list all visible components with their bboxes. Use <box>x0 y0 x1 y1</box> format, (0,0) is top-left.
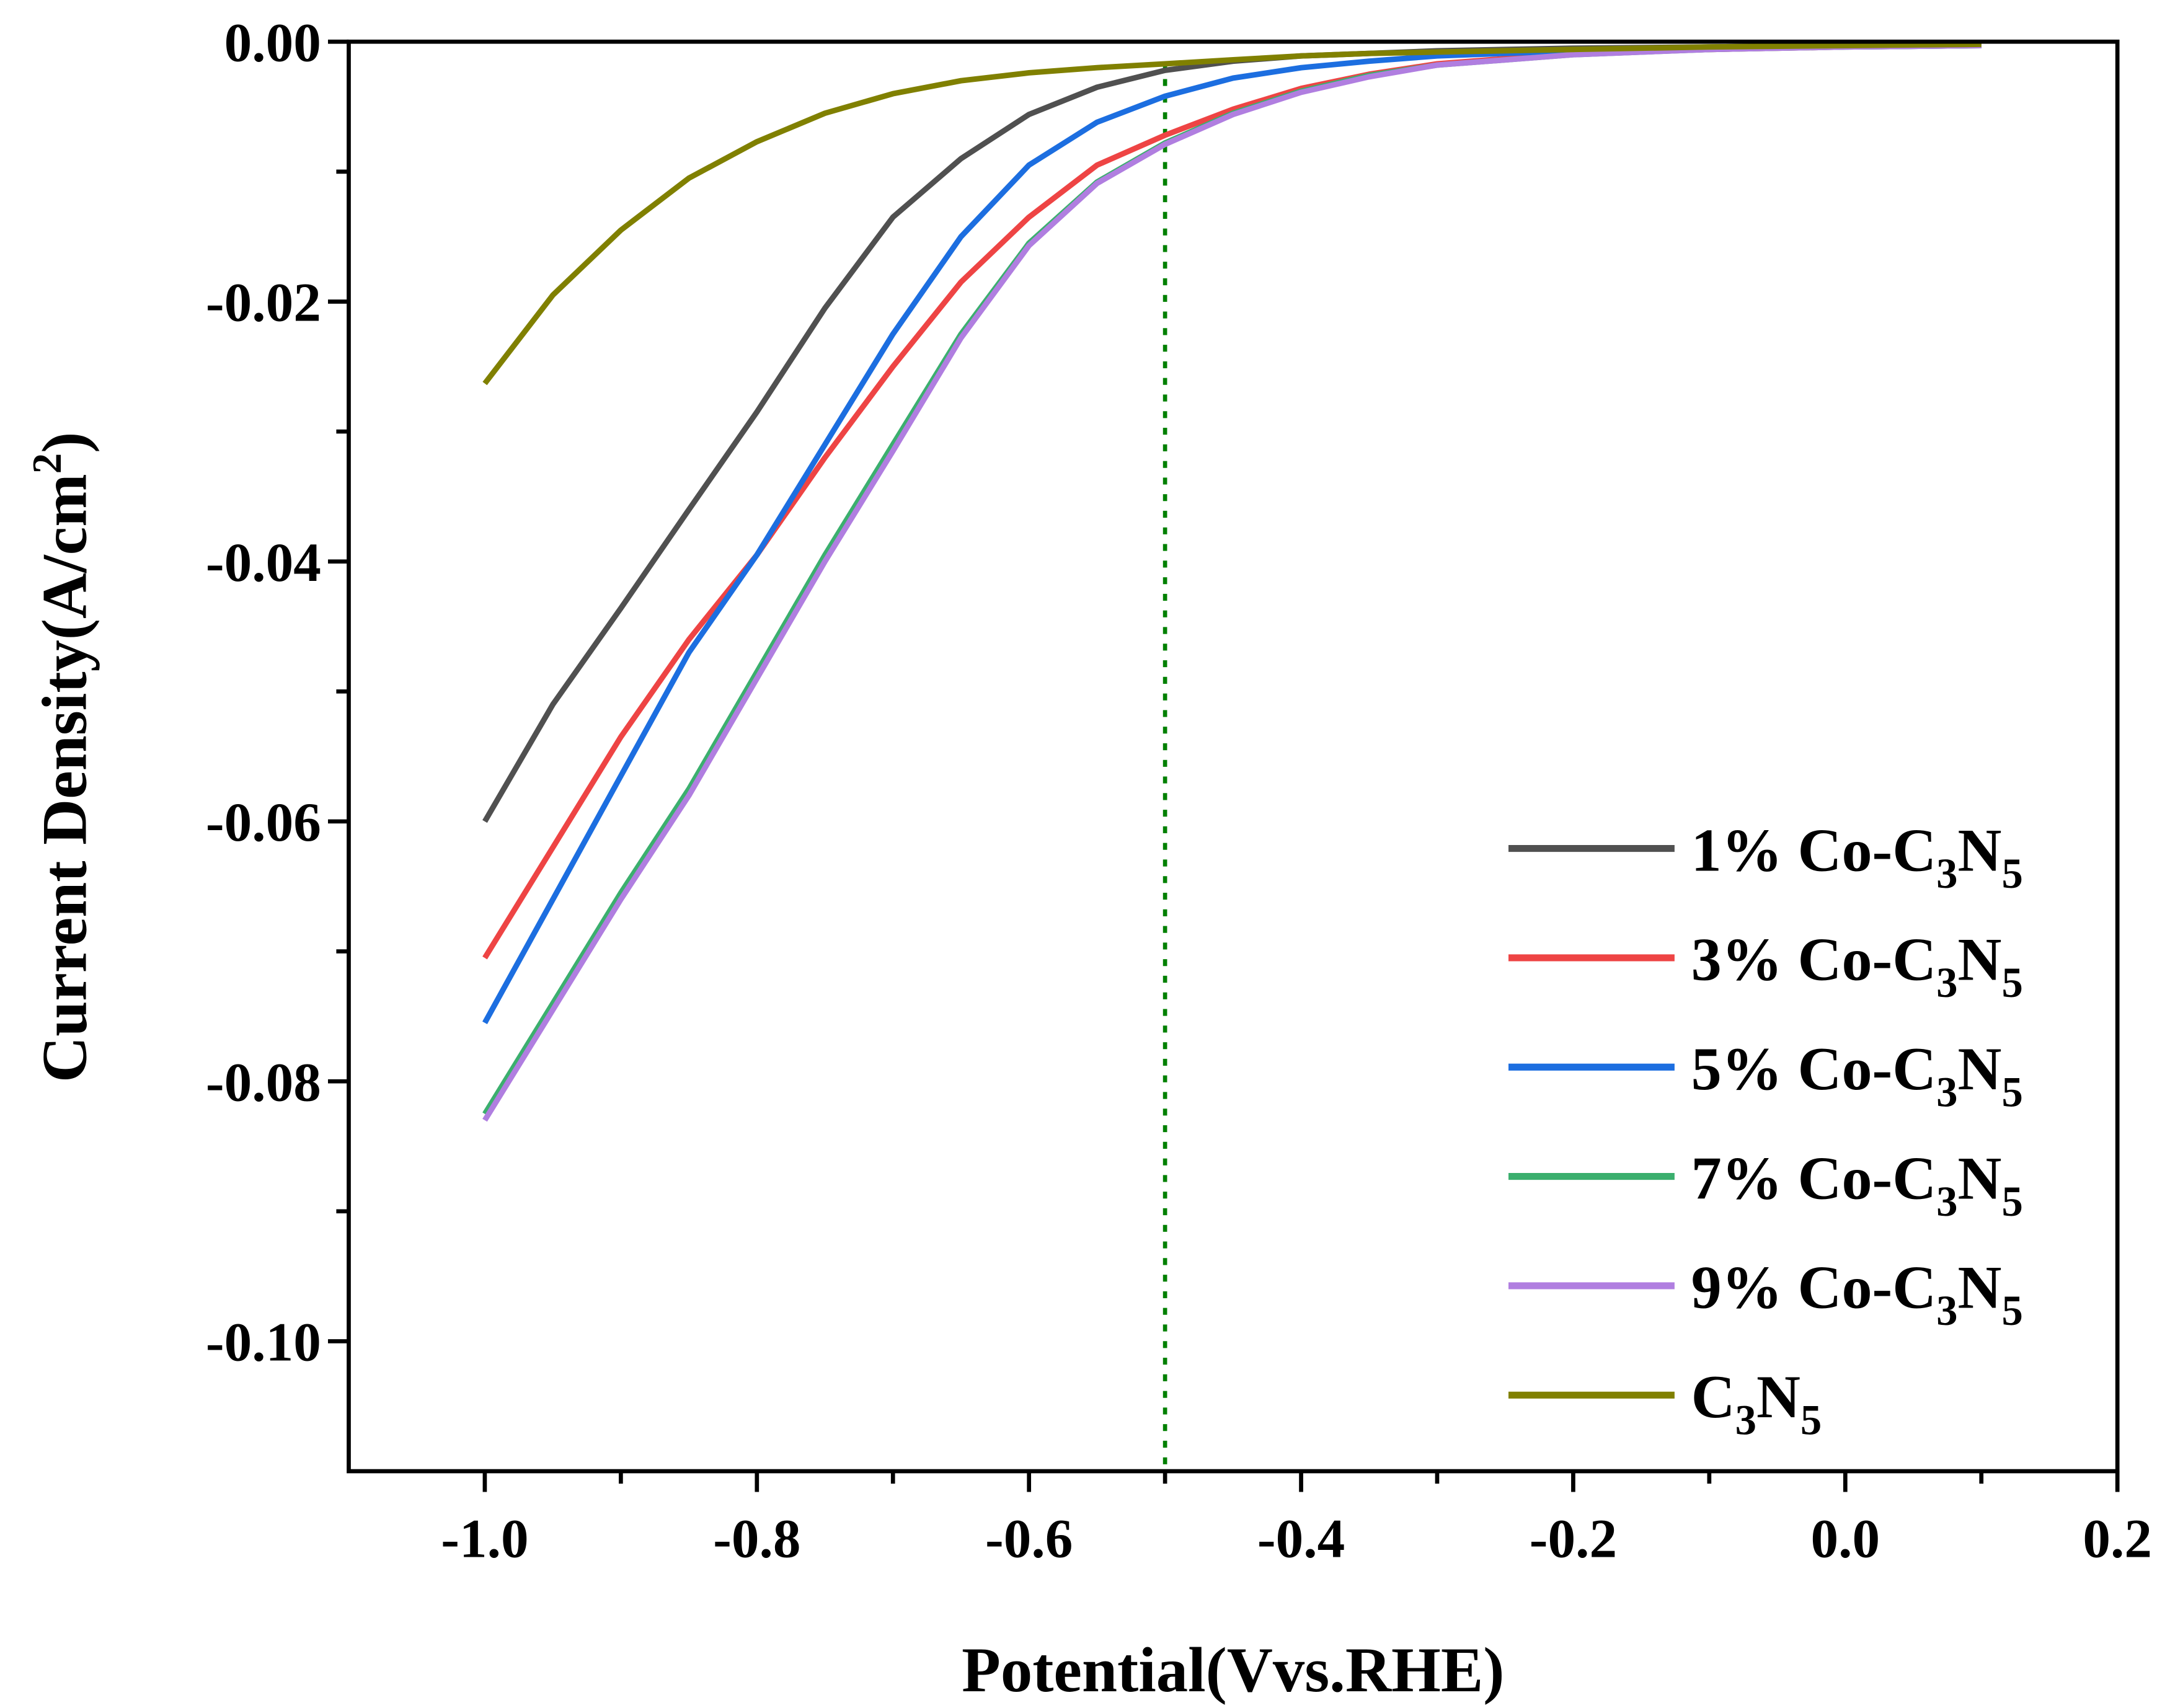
x-tick-label: -1.0 <box>441 1508 528 1569</box>
series-line-0 <box>482 42 1982 823</box>
legend-label: 3% Co-C3N5 <box>1691 926 2023 1007</box>
legend-label: 7% Co-C3N5 <box>1691 1144 2023 1224</box>
x-tick-label: -0.2 <box>1530 1508 1617 1569</box>
y-tick-label: -0.04 <box>206 532 321 593</box>
series-layer <box>482 42 1982 1122</box>
legend-label: 5% Co-C3N5 <box>1691 1035 2023 1115</box>
legend: 1% Co-C3N5 3% Co-C3N5 5% Co-C3N5 7% Co-C3N5… <box>1508 816 2023 1443</box>
y-tick-label: -0.06 <box>206 792 321 853</box>
legend-item: 1% Co-C3N5 <box>1508 816 2023 897</box>
y-tick-label: -0.10 <box>206 1312 321 1373</box>
x-tick-label: -0.4 <box>1257 1508 1345 1569</box>
legend-label: 9% Co-C3N5 <box>1691 1254 2023 1334</box>
legend-label: C3N5 <box>1691 1363 1822 1444</box>
legend-item: 5% Co-C3N5 <box>1508 1035 2023 1115</box>
y-tick-label: 0.00 <box>224 12 321 73</box>
axis-layer: -1.0 -0.8 -0.6 -0.4 -0.2 0.0 0.2 0.00 -0.02 -0.04… <box>206 12 2152 1569</box>
legend-label: 1% Co-C3N5 <box>1691 816 2023 896</box>
y-tick-label: -0.02 <box>206 272 321 334</box>
series-line-4 <box>482 43 1982 1122</box>
x-tick-label: -0.8 <box>713 1508 800 1569</box>
y-tick-label: -0.08 <box>206 1051 321 1113</box>
y-axis-title: Current Density(A/cm2) <box>24 432 100 1082</box>
x-axis-title: Potential(Vvs.RHE) <box>962 1635 1504 1706</box>
x-tick-label: 0.2 <box>2083 1508 2152 1569</box>
legend-item: 3% Co-C3N5 <box>1508 926 2023 1007</box>
x-tick-label: -0.6 <box>985 1508 1073 1569</box>
legend-item: C3N5 <box>1508 1363 1822 1444</box>
x-tick-label: 0.0 <box>1811 1508 1880 1569</box>
legend-item: 7% Co-C3N5 <box>1508 1144 2023 1225</box>
plot-frame <box>347 39 2120 1474</box>
series-line-5 <box>482 42 1982 386</box>
legend-item: 9% Co-C3N5 <box>1508 1254 2023 1334</box>
